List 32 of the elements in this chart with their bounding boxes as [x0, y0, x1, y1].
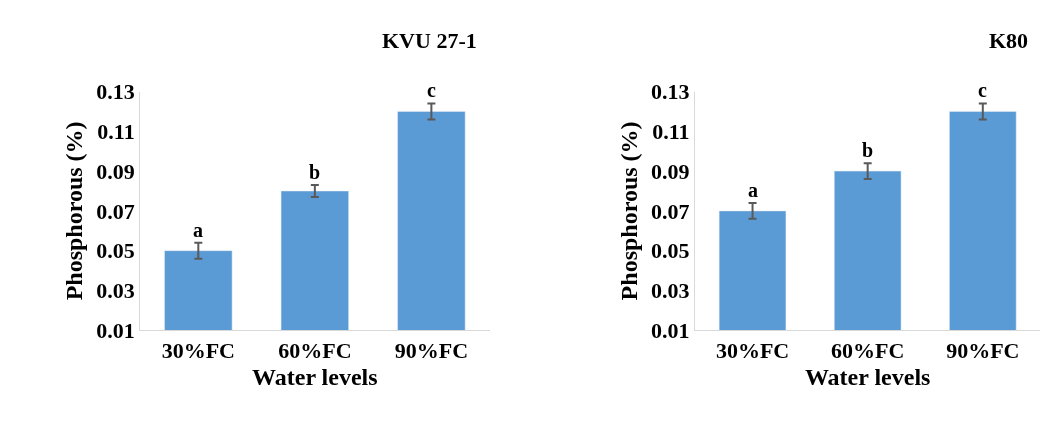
y-tick-label: 0.05 — [651, 238, 690, 264]
y-tick-label: 0.09 — [651, 158, 690, 184]
y-tick-label: 0.09 — [96, 158, 135, 184]
x-tick-label: 60%FC — [831, 337, 905, 363]
annotation: a — [748, 179, 758, 201]
x-tick-label: 90%FC — [946, 337, 1020, 363]
y-tick-label: 0.07 — [651, 198, 690, 224]
y-tick-label: 0.01 — [96, 317, 135, 343]
annotation: a — [193, 219, 203, 241]
y-tick-label: 0.13 — [96, 79, 135, 105]
y-axis-title: Phosphorous (%) — [616, 121, 643, 301]
chart-title: KVU 27-1 — [382, 28, 477, 53]
x-axis-title: Water levels — [804, 363, 931, 390]
y-tick-label: 0.11 — [652, 119, 690, 145]
y-tick-label: 0.13 — [651, 79, 690, 105]
y-tick-label: 0.01 — [651, 317, 690, 343]
x-tick-label: 30%FC — [161, 337, 235, 363]
y-tick-label: 0.11 — [97, 119, 135, 145]
x-axis-title: Water levels — [252, 363, 378, 390]
y-axis-title: Phosphorous (%) — [61, 121, 88, 301]
annotation: c — [978, 79, 987, 101]
x-tick-label: 30%FC — [715, 337, 790, 363]
annotation: b — [309, 161, 321, 183]
y-tick-label: 0.03 — [96, 278, 135, 304]
y-tick-label: 0.07 — [96, 198, 135, 224]
x-tick-label: 60%FC — [278, 337, 352, 363]
annotation: c — [427, 79, 436, 101]
chart-title: K80 — [989, 28, 1029, 53]
y-tick-label: 0.03 — [651, 278, 690, 304]
annotation: b — [862, 139, 874, 161]
x-tick-label: 90%FC — [394, 337, 469, 363]
y-tick-label: 0.05 — [96, 238, 135, 264]
